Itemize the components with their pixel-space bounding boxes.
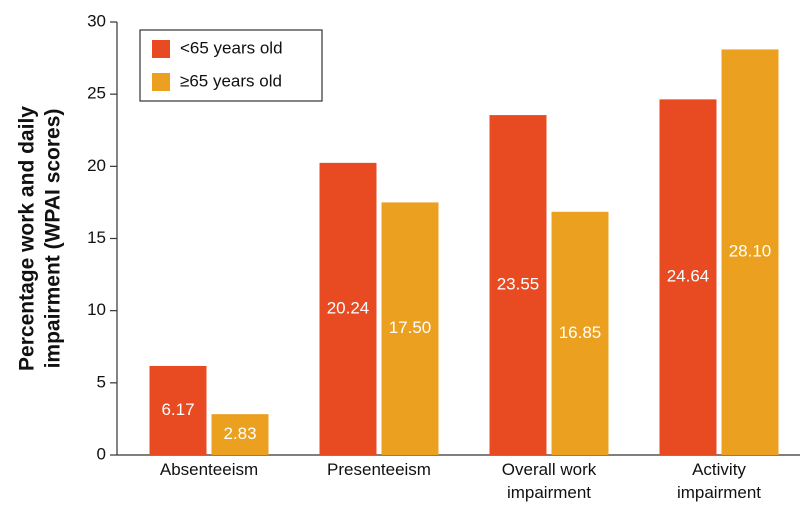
x-tick-label: Overall work impairment — [502, 460, 597, 502]
x-tick-label: Activity impairment — [677, 460, 761, 502]
x-tick-label: Absenteeism — [160, 460, 258, 479]
legend-label: <65 years old — [180, 38, 283, 57]
y-axis-label: Percentage work and daily — [16, 106, 39, 371]
y-tick-label: 5 — [97, 372, 106, 391]
value-label: 2.83 — [223, 424, 256, 443]
value-label: 16.85 — [559, 323, 602, 342]
bar — [721, 49, 779, 455]
y-tick-label: 30 — [87, 11, 106, 30]
bar — [551, 211, 609, 455]
y-tick-label: 25 — [87, 84, 106, 103]
y-tick-label: 10 — [87, 300, 106, 319]
bar — [659, 99, 717, 455]
bar — [149, 365, 207, 455]
legend-swatch — [152, 40, 170, 58]
value-label: 28.10 — [729, 242, 772, 261]
legend-swatch — [152, 73, 170, 91]
y-tick-label: 20 — [87, 156, 106, 175]
bar — [319, 162, 377, 456]
legend-box — [139, 29, 323, 102]
value-label: 17.50 — [389, 318, 432, 337]
value-label: 24.64 — [667, 267, 710, 286]
y-tick-label: 15 — [87, 228, 106, 247]
value-label: 23.55 — [497, 275, 540, 294]
bar — [381, 202, 439, 455]
bar — [489, 115, 547, 455]
value-label: 20.24 — [327, 298, 370, 317]
y-tick-label: 0 — [97, 444, 106, 463]
x-tick-label: Presenteeism — [327, 460, 431, 479]
value-label: 6.17 — [161, 400, 194, 419]
y-axis-label: impairment (WPAI scores) — [42, 109, 65, 369]
legend-label: ≥65 years old — [180, 71, 282, 90]
bar — [211, 414, 269, 455]
